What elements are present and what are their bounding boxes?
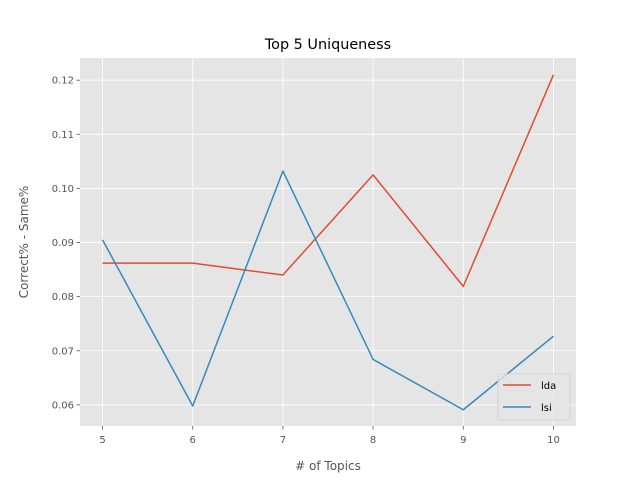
y-axis-title: Correct% - Same% — [17, 186, 31, 299]
y-tick-label: 0.06 — [52, 400, 74, 411]
y-tick-label: 0.12 — [52, 76, 74, 87]
x-tick-label: 8 — [370, 435, 376, 446]
y-tick-label: 0.10 — [52, 184, 74, 195]
legend-label-lsi: lsi — [541, 403, 552, 414]
chart-title: Top 5 Uniqueness — [264, 37, 391, 53]
y-tick-label: 0.11 — [52, 130, 74, 141]
x-tick-label: 10 — [547, 435, 560, 446]
x-tick-label: 9 — [460, 435, 466, 446]
y-tick-label: 0.07 — [52, 346, 74, 357]
x-tick-label: 6 — [190, 435, 196, 446]
legend-box — [498, 374, 570, 420]
x-tick-label: 5 — [99, 435, 105, 446]
y-tick-label: 0.09 — [52, 238, 74, 249]
y-tick-label: 0.08 — [52, 292, 74, 303]
x-tick-label: 7 — [280, 435, 286, 446]
legend: lda lsi — [498, 374, 570, 420]
y-axis-ticks: 0.06 0.07 0.08 0.09 0.10 0.11 0.12 — [52, 76, 80, 412]
x-axis-ticks: 5 6 7 8 9 10 — [99, 426, 559, 446]
legend-label-lda: lda — [541, 381, 556, 392]
plot-area-background — [80, 58, 576, 426]
x-axis-title: # of Topics — [295, 459, 361, 473]
